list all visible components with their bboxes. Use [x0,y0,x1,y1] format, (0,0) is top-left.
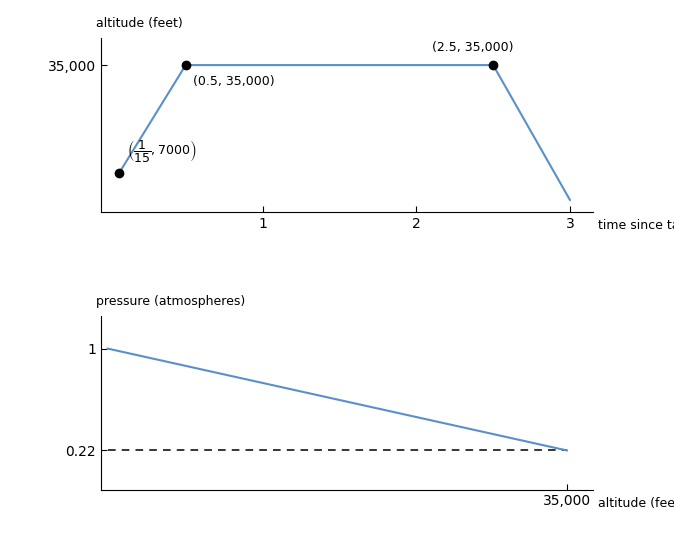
Text: (2.5, 35,000): (2.5, 35,000) [431,40,513,53]
Text: $\left(\dfrac{1}{15}, 7000\right)$: $\left(\dfrac{1}{15}, 7000\right)$ [127,138,197,164]
Text: (0.5, 35,000): (0.5, 35,000) [193,75,275,88]
Text: time since take off (hours): time since take off (hours) [598,219,674,232]
Text: pressure (atmospheres): pressure (atmospheres) [96,295,245,308]
Text: altitude (feet): altitude (feet) [96,17,183,30]
Text: altitude (feet): altitude (feet) [598,497,674,510]
